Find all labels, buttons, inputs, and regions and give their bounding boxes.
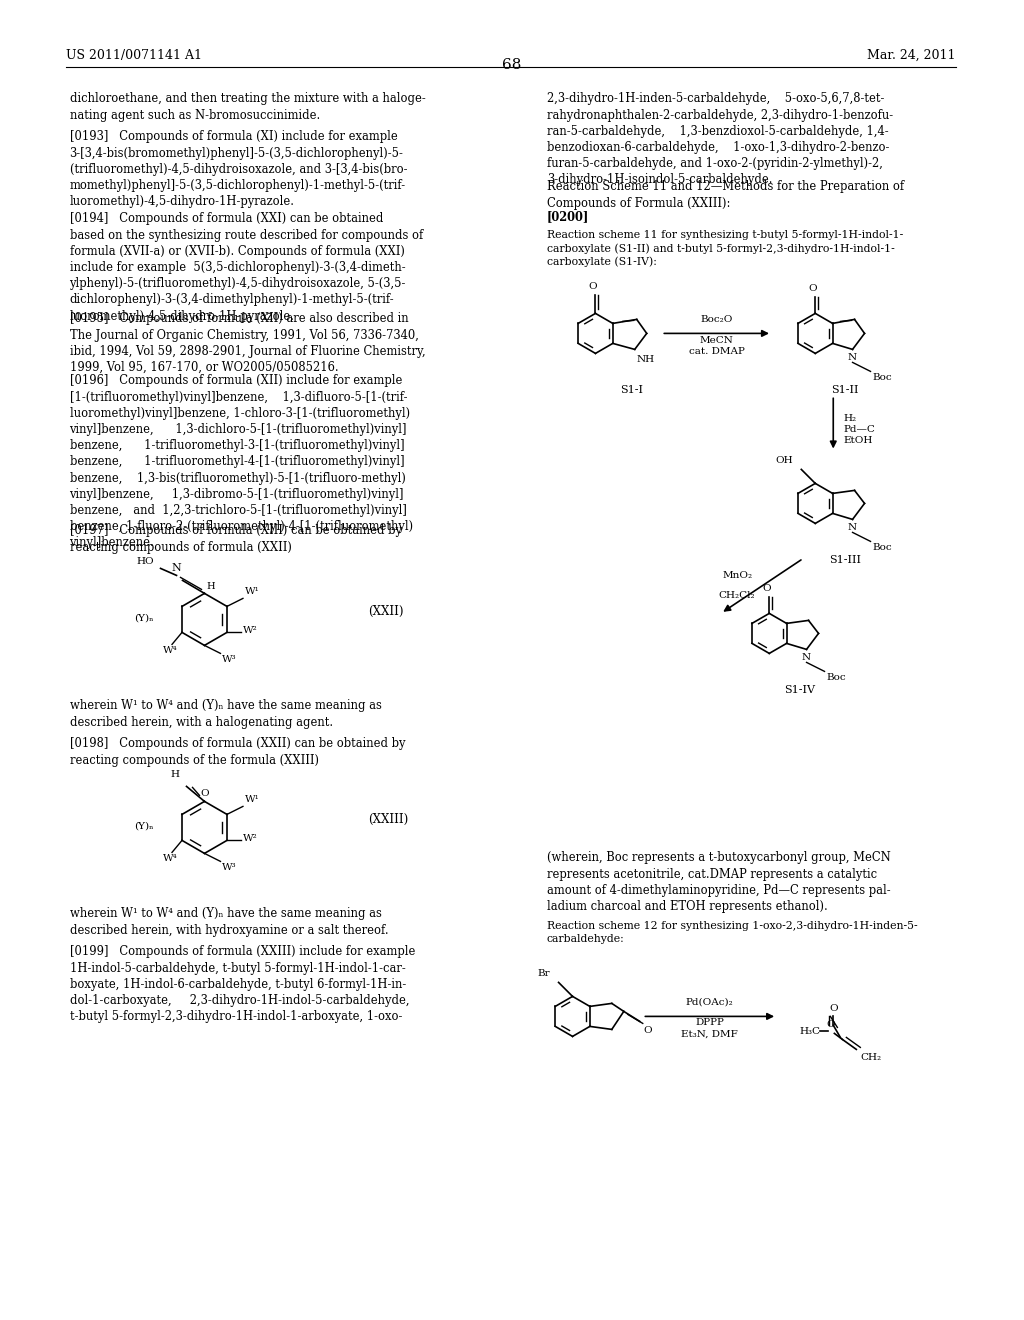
Text: Reaction Scheme 11 and 12—Methods for the Preparation of
Compounds of Formula (X: Reaction Scheme 11 and 12—Methods for th… [547,181,904,210]
Text: Reaction scheme 11 for synthesizing t-butyl 5-formyl-1H-indol-1-
carboxylate (S1: Reaction scheme 11 for synthesizing t-bu… [547,231,903,267]
Text: Br: Br [538,969,551,978]
Text: H₂: H₂ [843,414,856,422]
Text: Reaction scheme 12 for synthesizing 1-oxo-2,3-dihydro-1H-inden-5-
carbaldehyde:: Reaction scheme 12 for synthesizing 1-ox… [547,921,918,944]
Text: Boc: Boc [826,673,846,682]
Text: Boc: Boc [872,374,892,383]
Text: [0194]   Compounds of formula (XXI) can be obtained
based on the synthesizing ro: [0194] Compounds of formula (XXI) can be… [70,213,423,322]
Text: N: N [802,653,811,663]
Text: W¹: W¹ [245,796,260,804]
Text: US 2011/0071141 A1: US 2011/0071141 A1 [67,49,203,62]
Text: CH₂Cl₂: CH₂Cl₂ [719,591,756,599]
Text: wherein W¹ to W⁴ and (Y)ₙ have the same meaning as
described herein, with a halo: wherein W¹ to W⁴ and (Y)ₙ have the same … [70,700,381,729]
Text: MnO₂: MnO₂ [722,570,753,579]
Text: N: N [172,564,181,573]
Text: S1-II: S1-II [831,385,859,396]
Text: OH: OH [776,457,794,466]
Text: O: O [644,1027,652,1035]
Text: S1-IV: S1-IV [783,685,815,696]
Text: Et₃N, DMF: Et₃N, DMF [681,1030,738,1039]
Text: W⁴: W⁴ [163,647,177,656]
Text: O: O [588,282,597,292]
Text: [0200]: [0200] [547,210,590,223]
Text: W¹: W¹ [245,587,260,597]
Text: [0197]   Compounds of formula (XIII) can be obtained by
reacting compounds of fo: [0197] Compounds of formula (XIII) can b… [70,524,401,553]
Text: [0198]   Compounds of formula (XXII) can be obtained by
reacting compounds of th: [0198] Compounds of formula (XXII) can b… [70,738,406,767]
Text: wherein W¹ to W⁴ and (Y)ₙ have the same meaning as
described herein, with hydrox: wherein W¹ to W⁴ and (Y)ₙ have the same … [70,907,388,937]
Text: [0196]   Compounds of formula (XII) include for example
[1-(trifluoromethyl)viny: [0196] Compounds of formula (XII) includ… [70,375,413,549]
Text: dichloroethane, and then treating the mixture with a haloge-
nating agent such a: dichloroethane, and then treating the mi… [70,92,425,121]
Text: Mar. 24, 2011: Mar. 24, 2011 [867,49,956,62]
Text: S1-I: S1-I [620,385,643,396]
Text: O: O [829,1005,838,1014]
Text: W²: W² [243,626,258,635]
Text: [0199]   Compounds of formula (XXIII) include for example
1H-indol-5-carbaldehyd: [0199] Compounds of formula (XXIII) incl… [70,945,415,1023]
Text: 2,3-dihydro-1H-inden-5-carbaldehyde,    5-oxo-5,6,7,8-tet-
rahydronaphthalen-2-c: 2,3-dihydro-1H-inden-5-carbaldehyde, 5-o… [547,92,893,186]
Text: Boc: Boc [872,544,892,552]
Text: (Y)ₙ: (Y)ₙ [134,822,154,830]
Text: O: O [808,284,816,293]
Text: H: H [207,582,215,591]
Text: (XXIII): (XXIII) [368,813,409,826]
Text: HO: HO [137,557,155,566]
Text: W⁴: W⁴ [163,854,177,863]
Text: MeCN: MeCN [699,337,733,346]
Text: (XXII): (XXII) [368,605,403,618]
Text: Boc₂O: Boc₂O [700,315,733,325]
Text: N: N [848,524,857,532]
Text: 68: 68 [502,58,521,73]
Text: W²: W² [243,834,258,843]
Text: O: O [201,789,209,797]
Text: W³: W³ [222,863,238,873]
Text: Pd(OAc)₂: Pd(OAc)₂ [686,998,733,1006]
Text: N: N [848,354,857,363]
Text: CH₂: CH₂ [860,1053,882,1063]
Text: O: O [762,585,771,594]
Text: (wherein, Boc represents a t-butoxycarbonyl group, MeCN
represents acetonitrile,: (wherein, Boc represents a t-butoxycarbo… [547,851,891,913]
Text: DPPP: DPPP [695,1019,724,1027]
Text: cat. DMAP: cat. DMAP [689,347,744,356]
Text: (Y)ₙ: (Y)ₙ [134,614,154,623]
Text: S1-III: S1-III [829,556,861,565]
Text: O: O [826,1020,835,1030]
Text: [0193]   Compounds of formula (XI) include for example
3-[3,4-bis(bromomethyl)ph: [0193] Compounds of formula (XI) include… [70,131,407,209]
Text: Pd—C: Pd—C [843,425,876,434]
Text: [0195]   Compounds of formula (XII) are also described in
The Journal of Organic: [0195] Compounds of formula (XII) are al… [70,313,425,374]
Text: EtOH: EtOH [843,436,872,445]
Text: NH: NH [637,355,655,364]
Text: W³: W³ [222,656,238,664]
Text: H: H [170,771,179,779]
Text: H₃C: H₃C [800,1027,821,1036]
